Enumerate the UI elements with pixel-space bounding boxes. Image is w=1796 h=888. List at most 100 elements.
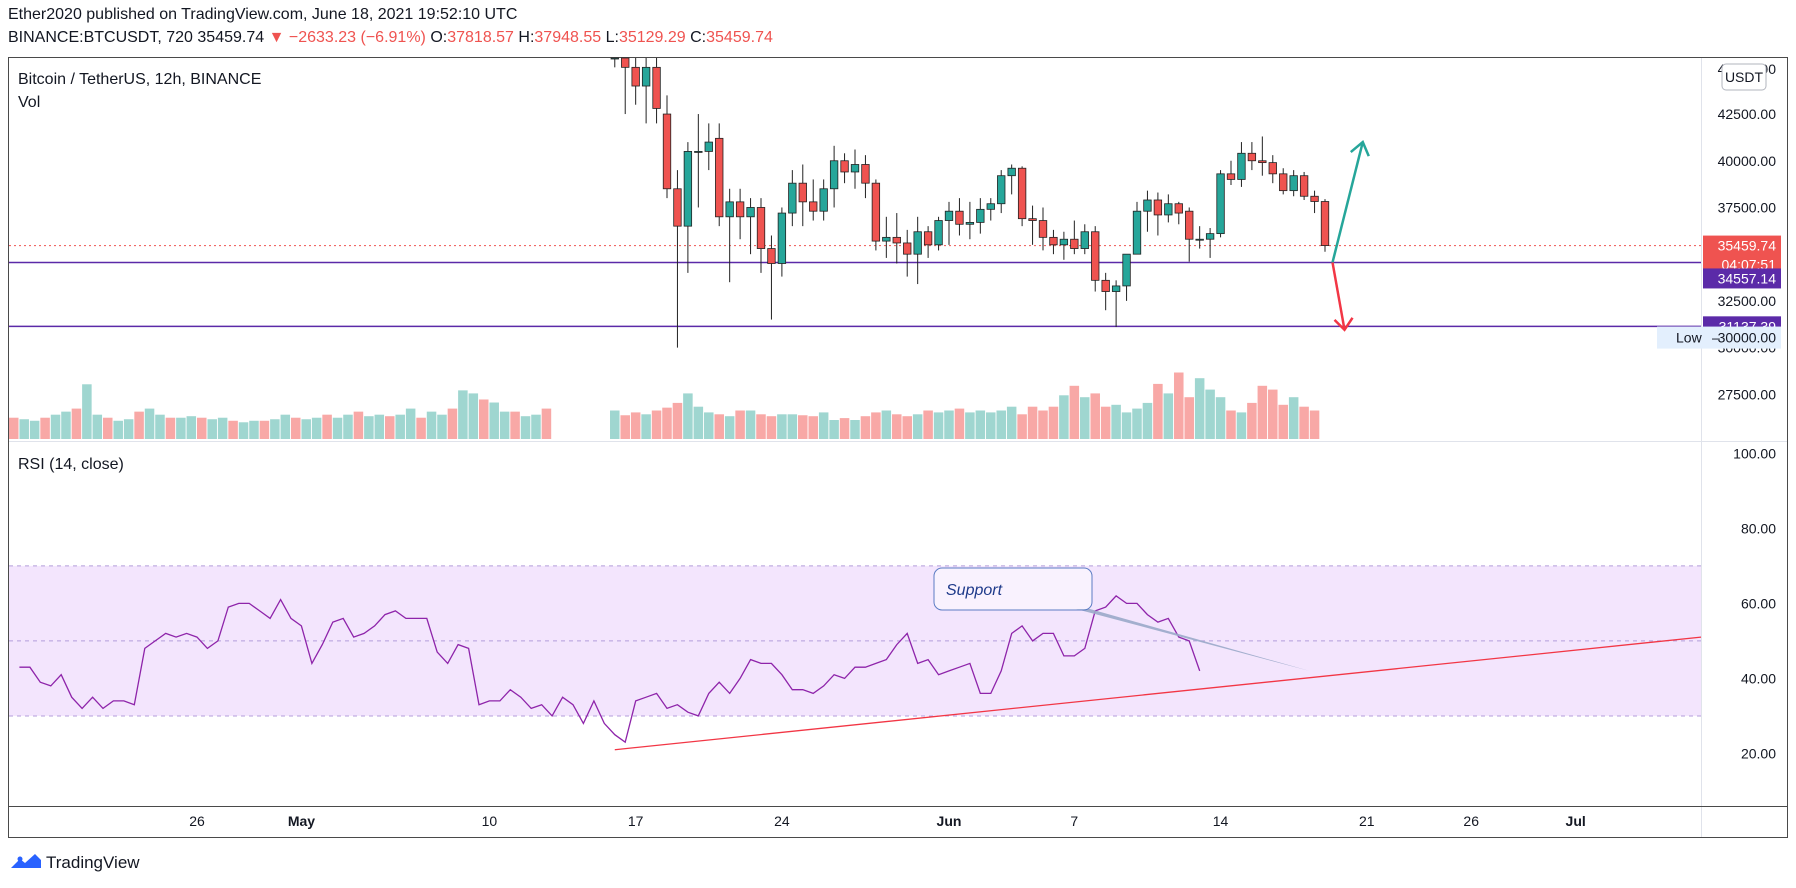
volume-bar: [1194, 378, 1205, 439]
candle-body: [850, 164, 860, 173]
volume-bar: [954, 408, 965, 439]
support-callout: Support: [933, 567, 1310, 671]
price-tick-label: 42500.00: [1718, 106, 1777, 122]
volume-bar: [1205, 389, 1215, 439]
candle-body: [1289, 175, 1298, 192]
candle-body: [1038, 220, 1048, 238]
volume-bar: [510, 411, 520, 439]
volume-bar: [756, 414, 766, 439]
volume-bar: [1090, 393, 1100, 439]
volume-bar: [923, 410, 933, 439]
support-callout-pointer: [1076, 609, 1310, 671]
volume-bar: [405, 408, 416, 439]
volume-bar: [353, 411, 364, 439]
volume-bar: [1309, 410, 1320, 439]
candle-body: [829, 160, 839, 190]
volume-bar: [499, 411, 510, 439]
volume-bar: [249, 420, 259, 439]
volume-bar: [610, 410, 620, 439]
candle-body: [1091, 231, 1100, 281]
volume-bar: [1299, 406, 1309, 439]
high-value: 37948.55: [534, 29, 602, 46]
time-tick-label: Jul: [1566, 813, 1586, 829]
volume-bar: [19, 419, 29, 439]
volume-bar: [620, 415, 630, 439]
candle-body: [1111, 285, 1121, 292]
candle-body: [1143, 199, 1152, 212]
volume-bar: [489, 402, 499, 439]
low-label: L:: [605, 29, 619, 46]
volume-bar: [479, 399, 489, 439]
close-label: C:: [690, 29, 707, 46]
volume-bar: [385, 416, 395, 439]
volume-bar: [1006, 406, 1017, 439]
volume-bar: [374, 414, 385, 439]
bearish-arrow: [1331, 262, 1354, 332]
volume-bar: [1247, 402, 1257, 439]
candle-body: [756, 207, 766, 249]
volume-bar: [238, 422, 249, 439]
volume-bar: [259, 420, 270, 439]
candle-body: [1310, 195, 1319, 202]
candle-body: [871, 182, 881, 242]
volume-bar: [1257, 385, 1268, 439]
candle-body: [1279, 173, 1288, 192]
change-arrow: ▼: [268, 29, 285, 46]
candle-body: [1028, 218, 1037, 221]
candle-body: [715, 137, 724, 218]
support-callout-box: [933, 567, 1093, 611]
bullish-arrow-head: [1349, 140, 1370, 157]
volume-bar: [134, 411, 144, 439]
candle-body: [1164, 203, 1173, 216]
currency-button[interactable]: USDT: [1721, 63, 1767, 91]
low-badge: [1657, 326, 1781, 349]
low-label: Low: [1676, 330, 1703, 346]
rsi-support-trendline: [614, 636, 1702, 751]
volume-bar: [798, 415, 808, 439]
candle-body: [1205, 233, 1215, 240]
last-price: 35459.74: [197, 29, 265, 46]
symbol-label: BINANCE:BTCUSDT, 720: [8, 29, 193, 46]
volume-bar: [270, 419, 280, 439]
support-callout-text: Support: [946, 582, 1003, 599]
candle-body: [694, 151, 703, 153]
candle-body: [934, 220, 943, 246]
volume-bar: [839, 418, 850, 439]
candle-body: [673, 188, 682, 227]
volume-bar: [871, 412, 881, 439]
candle-body: [641, 66, 651, 87]
volume-bar: [881, 410, 892, 439]
volume-bar: [332, 417, 343, 439]
volume-bar: [1142, 402, 1153, 439]
low-dash: –: [1712, 330, 1720, 346]
candle-body: [1299, 175, 1309, 197]
volume-bar: [207, 419, 217, 439]
volume-bar: [1153, 383, 1163, 439]
volume-bar: [1027, 406, 1038, 439]
time-tick-label: 21: [1359, 813, 1375, 829]
volume-bar: [860, 416, 871, 439]
change-value: −2633.23 (−6.91%): [288, 29, 426, 46]
volume-bar: [965, 412, 975, 439]
volume-bar: [155, 414, 165, 439]
bullish-arrow-shaft: [1331, 141, 1364, 263]
volume-bar: [395, 414, 405, 439]
candle-body: [1195, 238, 1204, 241]
volume-bar: [1017, 414, 1027, 439]
volume-bar: [103, 417, 113, 439]
level-1-label: 34557.14: [1718, 270, 1777, 286]
volume-bar: [217, 417, 228, 439]
candle-body: [1226, 173, 1236, 180]
tradingview-footer[interactable]: TradingView: [10, 852, 140, 875]
close-value: 35459.74: [706, 29, 773, 46]
time-tick-label: 7: [1070, 813, 1078, 829]
volume-bar: [1226, 410, 1236, 439]
candle-body: [1174, 203, 1183, 214]
candle-body: [621, 57, 630, 68]
volume-bar: [9, 417, 19, 439]
volume-bar: [531, 414, 541, 439]
candle-body: [704, 141, 713, 152]
rsi-line: [19, 595, 1201, 744]
volume-bar: [1215, 397, 1226, 439]
